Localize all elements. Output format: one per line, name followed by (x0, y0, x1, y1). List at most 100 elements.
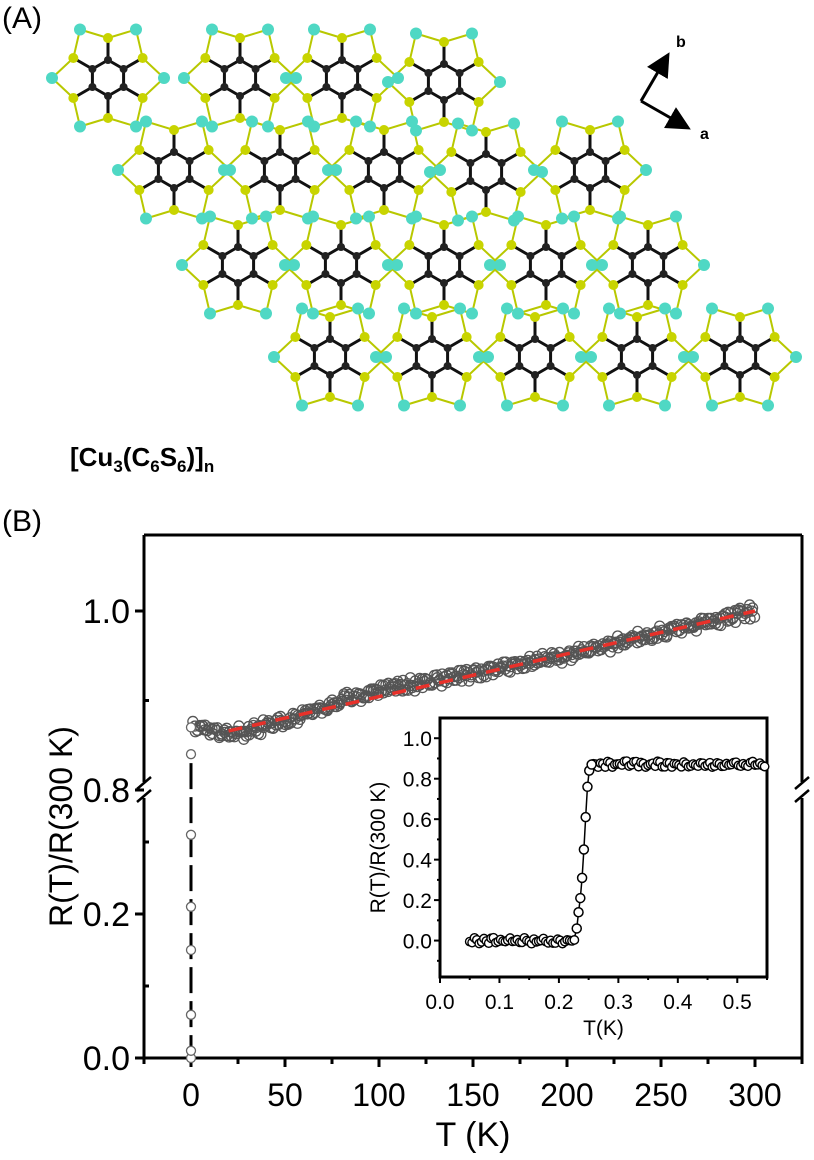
sulfur-atom (677, 240, 688, 250)
carbon-atom (154, 157, 163, 165)
copper-atom (466, 210, 478, 223)
carbon-atom (751, 344, 760, 352)
copper-atom (434, 164, 446, 176)
carbon-atom (455, 252, 464, 260)
sulfur-atom (370, 280, 381, 290)
sulfur-atom (446, 187, 457, 197)
copper-atom (382, 76, 394, 88)
sulfur-atom (203, 185, 214, 195)
copper-atom (508, 117, 520, 130)
carbon-atom (353, 83, 362, 91)
carbon-atom (531, 335, 539, 343)
copper-atom (350, 115, 362, 128)
inset-y-tick-label: 0.0 (403, 931, 432, 954)
carbon-atom (443, 362, 452, 370)
carbon-atom (380, 184, 388, 192)
copper-atom (380, 351, 392, 363)
copper-atom (112, 164, 124, 176)
carbon-atom (326, 371, 334, 379)
carbon-atom (617, 344, 626, 352)
sulfur-atom (233, 300, 243, 310)
carbon-atom (218, 252, 227, 260)
sulfur-atom (446, 147, 457, 157)
copper-atom (454, 302, 466, 315)
sulfur-atom (359, 332, 370, 342)
carbon-atom (291, 157, 300, 165)
inset-data-point (583, 765, 595, 776)
axis-break-mark (794, 776, 810, 803)
panel-b-label: (B) (2, 505, 42, 538)
copper-atom (454, 399, 466, 412)
carbon-atom (322, 65, 331, 73)
sulfur-atom (392, 332, 403, 342)
carbon-atom (154, 175, 163, 183)
inset-x-axis-title: T(K) (583, 1017, 624, 1040)
atoms (46, 23, 802, 412)
sulfur-atom (203, 145, 214, 155)
carbon-atom (497, 159, 506, 167)
bonds (51, 28, 797, 407)
copper-atom (640, 164, 652, 176)
carbon-atom (428, 335, 436, 343)
copper-atom (512, 210, 524, 223)
sulfur-atom (495, 332, 506, 342)
sulfur-atom (267, 280, 278, 290)
sulfur-atom (575, 240, 586, 250)
carbon-atom (412, 344, 421, 352)
copper-atom (603, 302, 615, 315)
sulfur-atom (619, 185, 630, 195)
sulfur-atom (68, 93, 79, 103)
carbon-atom (424, 87, 433, 95)
carbon-atom (395, 157, 404, 165)
carbon-atom (185, 175, 194, 183)
copper-atom (568, 307, 580, 320)
carbon-atom (644, 243, 652, 251)
copper-atom (290, 72, 302, 84)
data-point (185, 1009, 197, 1020)
copper-atom (382, 259, 394, 271)
copper-atom (391, 259, 403, 271)
carbon-atom (251, 83, 260, 91)
sulfur-atom (632, 312, 642, 322)
inset-data-point (573, 907, 584, 918)
carbon-atom (601, 175, 610, 183)
carbon-atom (586, 184, 594, 192)
carbon-atom (234, 243, 242, 251)
copper-atom (308, 23, 320, 36)
copper-atom (176, 259, 188, 271)
carbon-atom (720, 362, 729, 370)
carbon-atom (260, 175, 269, 183)
copper-atom (670, 210, 682, 223)
carbon-atom (440, 60, 448, 68)
copper-atom (130, 23, 142, 36)
sulfur-atom (103, 113, 113, 123)
copper-atom (352, 399, 364, 412)
copper-atom (410, 124, 422, 137)
copper-atom (512, 307, 524, 320)
carbon-atom (236, 56, 244, 64)
copper-atom (406, 115, 418, 128)
sulfur-atom (700, 372, 711, 382)
carbon-atom (644, 279, 652, 287)
carbon-atom (326, 335, 334, 343)
sulfur-atom (643, 220, 653, 230)
inset-data-point (580, 811, 591, 823)
sulfur-atom (608, 280, 619, 290)
sulfur-atom (169, 125, 179, 135)
data-point (185, 722, 197, 733)
carbon-atom (88, 83, 97, 91)
copper-atom (260, 210, 272, 223)
x-tick-label: 200 (540, 1077, 593, 1113)
sulfur-atom (495, 372, 506, 382)
sulfur-atom (302, 93, 313, 103)
inset-y-tick-label: 0.8 (403, 769, 432, 792)
sulfur-atom (275, 205, 285, 215)
sulfur-atom (379, 205, 389, 215)
copper-atom (557, 399, 569, 412)
carbon-atom (260, 157, 269, 165)
x-tick-label: 100 (352, 1077, 405, 1113)
carbon-atom (310, 344, 319, 352)
sulfur-atom (290, 372, 301, 382)
carbon-atom (736, 371, 744, 379)
copper-atom (494, 76, 506, 88)
